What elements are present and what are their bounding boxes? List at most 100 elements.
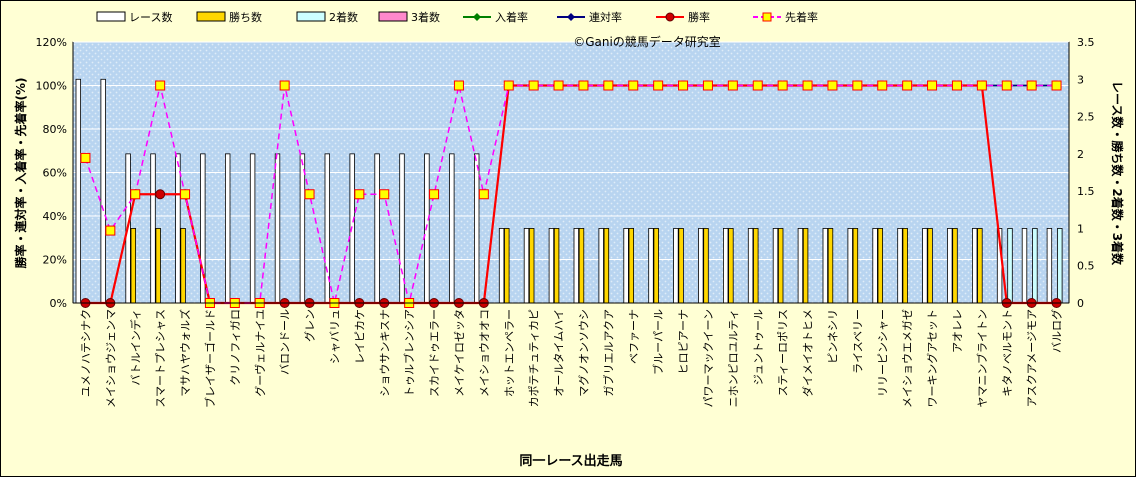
legend-marker	[473, 13, 481, 21]
x-tick-label: バルログ	[1050, 309, 1064, 353]
bar	[628, 228, 634, 304]
x-tick-label: ワーキングアセット	[925, 309, 939, 407]
bar	[673, 228, 679, 304]
data-point	[478, 189, 489, 200]
legend-swatch	[196, 11, 226, 22]
x-tick-label: メイショウエメガゼ	[901, 309, 914, 408]
bar	[498, 228, 505, 304]
bar	[130, 228, 136, 304]
bar	[847, 228, 853, 304]
bar	[703, 228, 709, 304]
data-point	[578, 80, 589, 91]
data-point	[1051, 80, 1062, 91]
watermark: ©Ganiの競馬データ研究室	[573, 34, 721, 49]
x-tick-label: ジュントゥール	[752, 309, 765, 385]
bar	[797, 228, 804, 304]
x-tick-label: ショウサンキスナ	[378, 309, 391, 397]
bar	[150, 153, 156, 304]
bar	[977, 228, 983, 304]
legend-marker	[665, 12, 675, 22]
bar	[698, 228, 704, 304]
bar	[927, 228, 933, 304]
x-tick-label: ヒロピアーナ	[677, 309, 690, 374]
data-point	[304, 189, 315, 200]
legend-marker	[567, 13, 575, 21]
x-tick-label: アオレレ	[951, 309, 964, 353]
data-point	[130, 189, 141, 200]
data-point	[105, 225, 116, 236]
left-axis-title: 勝率・連対率・入着率・先着率(%)	[13, 78, 28, 269]
bar	[972, 228, 978, 304]
right-tick-label: 3.5	[1077, 36, 1095, 49]
bar	[1007, 228, 1013, 304]
x-tick-label: ブルーパール	[651, 309, 665, 375]
x-tick-label: メイショウオオコ	[478, 309, 491, 397]
data-point	[429, 189, 440, 200]
legend-label: 勝ち数	[229, 10, 262, 24]
legend-swatch	[378, 11, 408, 22]
legend-label: 入着率	[495, 10, 528, 24]
data-point	[354, 189, 365, 200]
x-tick-label: メイショウジェンマ	[104, 309, 117, 408]
bar	[827, 228, 834, 304]
data-point	[80, 152, 91, 163]
x-axis-title: 同一レース出走馬	[519, 453, 622, 469]
bar	[224, 153, 231, 304]
left-tick-label: 100%	[36, 80, 67, 93]
x-tick-label: オールタイムハイ	[553, 309, 566, 397]
x-tick-label: ホットエンペラー	[503, 309, 516, 397]
x-tick-label: レイピカケ	[353, 309, 366, 364]
legend-swatch	[296, 11, 326, 22]
bar	[877, 228, 883, 304]
bar	[872, 228, 878, 304]
bar	[523, 228, 530, 304]
data-point	[1001, 80, 1012, 91]
left-axis: 0% 20% 40% 60% 80% 100% 120%	[36, 36, 74, 310]
data-point	[727, 80, 738, 91]
data-point	[1026, 80, 1037, 91]
x-tick-label: クリノフィガロ	[229, 309, 242, 386]
bar	[504, 228, 510, 304]
x-tick-label: スカイドゥエラー	[428, 309, 441, 397]
data-point	[902, 80, 913, 91]
bar	[802, 228, 809, 304]
x-tick-label: スティーロポリス	[777, 309, 790, 396]
bar	[274, 153, 281, 304]
x-tick-label: カポテチュティカピ	[528, 309, 541, 407]
left-tick-label: 0%	[50, 297, 67, 310]
bar	[897, 228, 903, 304]
bar	[678, 228, 684, 304]
legend-label: 2着数	[329, 10, 358, 24]
bar	[753, 228, 759, 304]
data-point	[279, 80, 290, 91]
legend-label: 連対率	[589, 10, 622, 24]
bar	[1057, 228, 1063, 304]
right-axis: 0 0.5 1 1.5 2 2.5 3 3.5	[73, 36, 1095, 310]
right-tick-label: 1.5	[1077, 185, 1095, 198]
x-tick-label: ライスベリー	[851, 309, 864, 374]
x-tick-label: グレン	[303, 309, 317, 342]
x-tick-label: マグノオンソウシ	[576, 309, 590, 397]
bar	[1032, 228, 1038, 304]
x-tick-label: ダイメイオトヒメ	[801, 309, 815, 397]
left-tick-label: 120%	[36, 36, 67, 49]
bar	[100, 78, 106, 304]
bar	[728, 228, 734, 304]
data-point	[802, 80, 813, 91]
bar	[902, 228, 908, 304]
data-point	[752, 80, 763, 91]
right-axis-title: レース数・勝ち数・2着数・3着数	[1110, 81, 1125, 266]
right-tick-label: 3	[1077, 73, 1084, 86]
x-tick-label: メイケイロゼッタ	[453, 309, 466, 397]
data-point	[553, 80, 564, 91]
left-tick-label: 60%	[43, 167, 67, 180]
bar	[529, 228, 535, 304]
bar	[75, 78, 81, 304]
left-tick-label: 20%	[43, 254, 67, 267]
bar	[778, 228, 784, 304]
data-point	[653, 80, 664, 91]
data-point	[155, 189, 166, 200]
x-tick-label: ユメノハテシナク	[79, 309, 92, 397]
